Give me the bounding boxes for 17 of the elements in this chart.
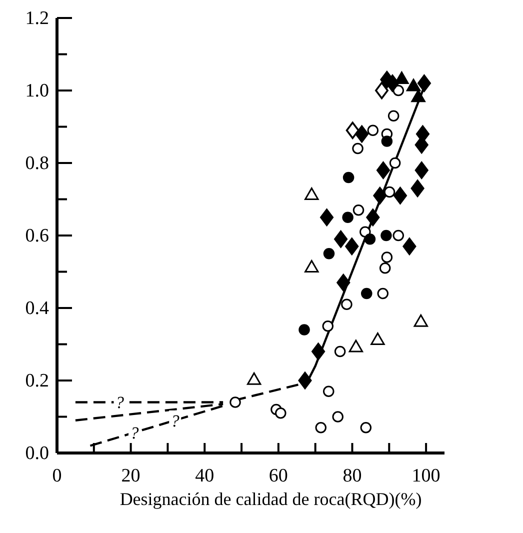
y-tick-label: 1.2: [25, 8, 49, 30]
y-tick-label: 1.0: [25, 80, 49, 102]
x-tick-label: 100: [412, 466, 440, 487]
y-tick-label: 0.2: [25, 370, 49, 392]
annotation: ?: [115, 393, 124, 412]
y-tick-label: 0.8: [25, 153, 49, 174]
x-tick-label: 80: [342, 466, 362, 487]
x-axis-title: Designación de calidad de roca(RQD)(%): [120, 489, 422, 509]
y-tick-label: 0.4: [25, 298, 50, 320]
x-tick-label: 60: [268, 466, 288, 487]
y-tick-label: 0.6: [25, 226, 49, 247]
annotation: ?: [170, 411, 180, 430]
y-tick-label: 0.0: [25, 443, 49, 464]
annotation: ?: [130, 423, 140, 442]
x-tick-label: 20: [121, 466, 140, 487]
x-tick-label: 40: [195, 466, 214, 487]
x-tick-label: 0: [52, 466, 62, 487]
